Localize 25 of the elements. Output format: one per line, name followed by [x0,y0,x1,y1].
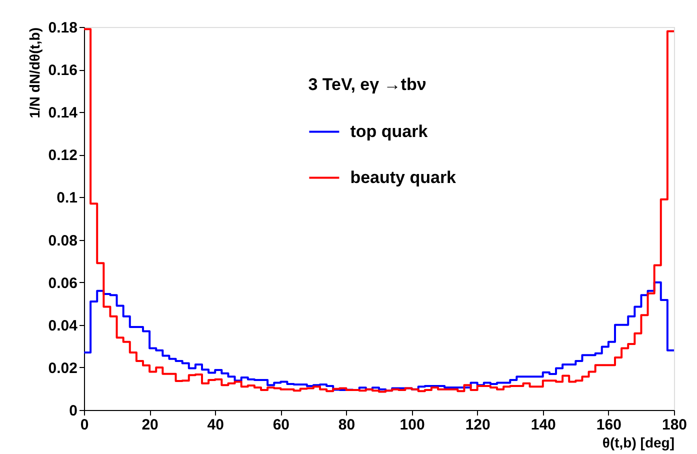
y-tick-label: 0 [69,402,78,420]
x-tick-label: 60 [272,416,290,434]
legend-title: 3 TeV, eγ →tbν [308,74,426,94]
legend-label: top quark [350,122,428,141]
y-tick-label: 0.12 [48,147,78,164]
y-axis-title: 1/N dN/dθ(t,b) [26,28,42,118]
y-tick-label: 0.04 [48,317,78,334]
x-tick-label: 20 [142,416,158,434]
x-tick-label: 120 [465,416,490,434]
x-tick-label: 40 [207,416,224,434]
x-tick-label: 0 [80,416,89,434]
y-tick-label: 0.18 [48,20,78,36]
y-tick-label: 0.08 [48,232,78,250]
y-tick-label: 0.06 [48,274,78,292]
y-tick-label: 0.16 [48,62,78,80]
x-tick-label: 80 [338,416,356,434]
x-tick-label: 180 [662,416,688,434]
y-tick-label: 0.02 [48,360,78,377]
legend-label: beauty quark [350,168,457,187]
x-tick-label: 100 [400,416,425,434]
x-axis-title: θ(t,b) [deg] [602,434,674,450]
x-tick-label: 140 [530,416,556,434]
x-tick-label: 160 [596,416,622,434]
y-tick-label: 0.14 [48,104,78,122]
y-tick-label: 0.1 [56,190,78,207]
